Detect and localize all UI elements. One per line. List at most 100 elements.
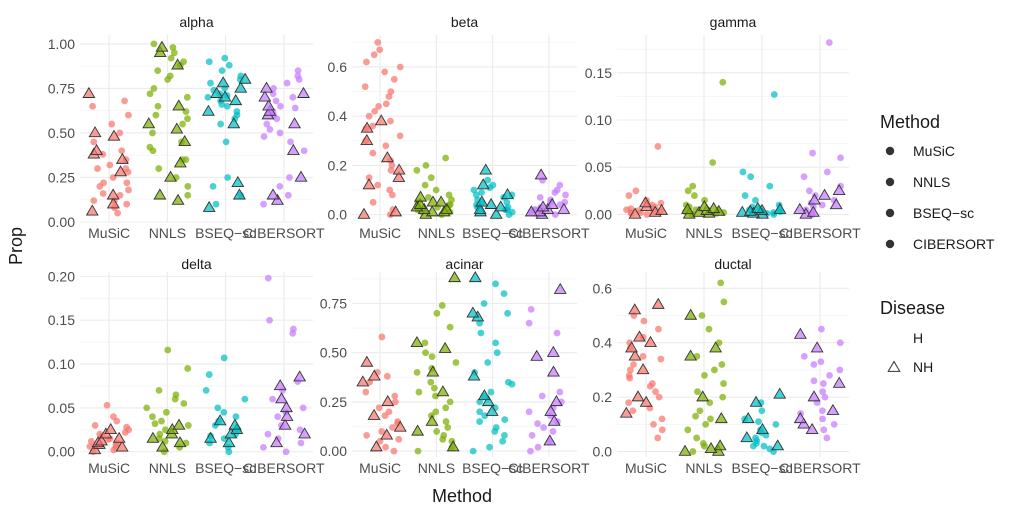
point-H-BSEQ−sc <box>486 443 493 451</box>
point-NH-BSEQ−sc <box>234 81 248 93</box>
point-H-MuSiC <box>363 58 370 66</box>
point-NH-MuSiC <box>369 440 383 452</box>
point-NH-MuSiC <box>360 121 374 133</box>
point-H-NNLS <box>155 165 163 172</box>
point-H-BSEQ−sc <box>222 138 230 146</box>
point-NH-CIBERSORT <box>259 81 273 93</box>
point-NH-MuSiC <box>380 151 394 163</box>
point-H-MuSiC <box>390 75 398 83</box>
point-H-CIBERSORT <box>269 395 276 403</box>
point-NH-MuSiC <box>107 129 121 141</box>
point-H-CIBERSORT <box>266 125 274 133</box>
point-H-BSEQ−sc <box>476 408 484 416</box>
x-tick-label: CIBERSORT <box>508 225 590 241</box>
x-tick-label: MuSiC <box>88 225 130 241</box>
point-NH-BSEQ−sc <box>501 188 514 200</box>
point-NH-BSEQ−sc <box>222 436 236 448</box>
point-NH-BSEQ−sc <box>481 395 495 407</box>
y-tick-label: 0.15 <box>48 312 75 328</box>
point-NH-NNLS <box>410 335 424 348</box>
point-H-BSEQ−sc <box>501 416 509 424</box>
point-NH-NNLS <box>684 308 698 320</box>
point-H-NNLS <box>432 186 440 194</box>
point-H-CIBERSORT <box>272 97 280 105</box>
point-H-MuSiC <box>385 408 393 416</box>
point-H-CIBERSORT <box>296 426 304 434</box>
point-H-CIBERSORT <box>830 420 838 428</box>
point-H-BSEQ−sc <box>752 196 759 204</box>
point-H-NNLS <box>693 434 701 442</box>
point-H-MuSiC <box>395 435 403 443</box>
point-H-MuSiC <box>90 138 98 146</box>
point-H-CIBERSORT <box>540 424 547 431</box>
point-H-NNLS <box>442 154 450 162</box>
point-NH-CIBERSORT <box>797 417 811 429</box>
point-H-CIBERSORT <box>264 430 272 438</box>
point-H-BSEQ−sc <box>218 67 226 75</box>
point-H-CIBERSORT <box>800 173 808 181</box>
point-H-CIBERSORT <box>556 388 564 396</box>
point-NH-CIBERSORT <box>262 99 276 111</box>
point-H-BSEQ−sc <box>766 182 774 190</box>
legend-method-key <box>885 177 895 187</box>
point-H-CIBERSORT <box>817 358 825 366</box>
facet-panel-delta: delta 0.00 0.05 0.10 0.15 0.20 MuSiC NNLS BSEQ−s… <box>48 256 325 476</box>
point-H-MuSiC <box>378 333 386 341</box>
point-H-CIBERSORT <box>823 168 831 176</box>
point-H-NNLS <box>180 58 188 66</box>
point-NH-NNLS <box>678 444 692 456</box>
point-H-BSEQ−sc <box>500 290 508 298</box>
point-H-NNLS <box>699 439 707 447</box>
x-tick-label: BSEQ−sc <box>462 225 523 241</box>
point-NH-MuSiC <box>381 395 395 407</box>
point-H-NNLS <box>156 430 164 438</box>
y-tick-label: 0.00 <box>48 444 75 460</box>
point-H-MuSiC <box>125 186 132 194</box>
point-NH-CIBERSORT <box>288 117 302 129</box>
point-H-CIBERSORT <box>527 447 534 455</box>
point-NH-MuSiC <box>632 330 646 342</box>
point-NH-MuSiC <box>88 126 102 138</box>
point-H-MuSiC <box>396 63 404 71</box>
point-NH-MuSiC <box>639 395 653 407</box>
legend-method-items: MuSiC NNLS BSEQ−sc CIBERSORT <box>885 143 995 252</box>
point-NH-NNLS <box>173 156 187 168</box>
point-H-CIBERSORT <box>287 138 294 146</box>
y-tick-label: 0.20 <box>48 268 75 284</box>
point-NH-NNLS <box>426 195 440 207</box>
y-tick-label: 0.25 <box>320 394 347 410</box>
point-H-NNLS <box>172 391 180 399</box>
x-tick-label: CIBERSORT <box>508 460 590 476</box>
point-H-NNLS <box>166 72 174 80</box>
point-H-MuSiC <box>382 443 389 451</box>
y-tick-label: 0.4 <box>328 108 348 124</box>
point-H-NNLS <box>444 424 452 431</box>
legend-disease-items: H NH <box>887 330 933 375</box>
point-H-CIBERSORT <box>290 325 297 333</box>
point-NH-BSEQ−sc <box>479 163 493 175</box>
point-H-CIBERSORT <box>294 67 302 75</box>
point-H-CIBERSORT <box>263 120 271 128</box>
point-NH-BSEQ−sc <box>228 418 242 430</box>
point-NH-BSEQ−sc <box>473 202 487 214</box>
point-H-CIBERSORT <box>289 93 297 101</box>
point-H-NNLS <box>424 193 432 201</box>
point-NH-BSEQ−sc <box>485 404 499 416</box>
point-NH-CIBERSORT <box>829 198 843 210</box>
point-H-NNLS <box>719 78 727 86</box>
point-H-NNLS <box>690 192 698 199</box>
point-H-CIBERSORT <box>259 443 267 451</box>
point-H-MuSiC <box>363 431 371 439</box>
point-H-MuSiC <box>90 197 98 205</box>
point-H-MuSiC <box>632 187 640 195</box>
point-H-BSEQ−sc <box>472 191 480 199</box>
point-NH-NNLS <box>438 341 452 353</box>
point-H-CIBERSORT <box>276 129 284 137</box>
point-NH-BSEQ−sc <box>232 188 246 200</box>
point-H-NNLS <box>154 102 162 110</box>
point-H-BSEQ−sc <box>504 309 511 317</box>
point-H-BSEQ−sc <box>204 93 212 101</box>
point-NH-NNLS <box>170 122 184 134</box>
point-NH-MuSiC <box>636 363 650 375</box>
point-NH-MuSiC <box>651 297 665 309</box>
